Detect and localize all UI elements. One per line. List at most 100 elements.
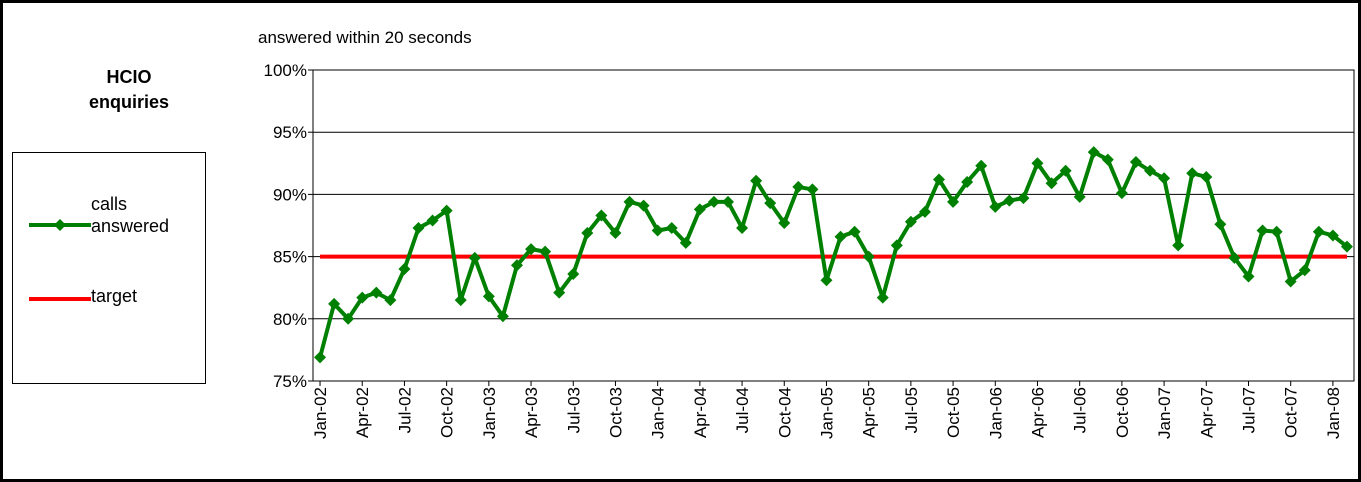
x-tick-label: Oct-06 bbox=[1113, 387, 1132, 438]
data-point bbox=[609, 226, 622, 239]
y-tick-label: 100% bbox=[264, 61, 307, 80]
data-point bbox=[468, 251, 481, 264]
data-point bbox=[1326, 229, 1339, 242]
data-point bbox=[918, 205, 931, 218]
x-tick-label: Oct-04 bbox=[775, 387, 794, 438]
data-point bbox=[933, 173, 946, 186]
data-point bbox=[1031, 157, 1044, 170]
data-point bbox=[750, 174, 763, 187]
x-tick-label: Jul-06 bbox=[1071, 387, 1090, 433]
data-point bbox=[1045, 177, 1058, 190]
data-point bbox=[328, 297, 341, 310]
y-tick-label: 75% bbox=[273, 372, 307, 391]
data-point bbox=[1129, 156, 1142, 169]
y-tick-label: 80% bbox=[273, 310, 307, 329]
y-tick-label: 95% bbox=[273, 123, 307, 142]
chart: answered within 20 seconds 75% 80% 85% 90% 9… bbox=[258, 28, 1355, 439]
data-point bbox=[890, 239, 903, 252]
data-point bbox=[539, 245, 552, 258]
data-point bbox=[342, 312, 355, 325]
legend: calls answered target bbox=[12, 152, 206, 384]
data-point bbox=[1256, 224, 1269, 237]
data-point bbox=[440, 204, 453, 217]
data-point bbox=[665, 221, 678, 234]
data-point bbox=[356, 291, 369, 304]
data-point bbox=[1200, 170, 1213, 183]
data-point bbox=[525, 243, 538, 256]
x-tick-label: Jan-07 bbox=[1155, 387, 1174, 439]
x-tick-label: Jul-04 bbox=[733, 387, 752, 433]
data-point bbox=[778, 217, 791, 230]
x-tick-label: Oct-07 bbox=[1282, 387, 1301, 438]
data-point bbox=[989, 200, 1002, 213]
data-point bbox=[482, 290, 495, 303]
data-point bbox=[764, 197, 777, 210]
x-tick-label: Apr-02 bbox=[353, 387, 372, 438]
data-point bbox=[806, 183, 819, 196]
legend-label: calls answered bbox=[91, 194, 170, 236]
data-point bbox=[961, 175, 974, 188]
data-point bbox=[1003, 194, 1016, 207]
legend-swatches bbox=[29, 219, 91, 301]
data-point bbox=[975, 159, 988, 172]
data-point bbox=[1073, 190, 1086, 203]
data-point bbox=[904, 215, 917, 228]
data-point bbox=[1242, 270, 1255, 283]
x-tick-label: Apr-07 bbox=[1197, 387, 1216, 438]
data-point bbox=[567, 268, 580, 281]
data-point bbox=[398, 263, 411, 276]
x-tick-label: Oct-02 bbox=[438, 387, 457, 438]
data-point bbox=[1214, 218, 1227, 231]
data-point bbox=[1059, 164, 1072, 177]
x-tick-label: Jan-02 bbox=[311, 387, 330, 439]
data-point bbox=[1228, 251, 1241, 264]
data-point bbox=[1144, 164, 1157, 177]
x-tick-label: Jul-03 bbox=[564, 387, 583, 433]
x-tick-label: Apr-04 bbox=[691, 387, 710, 438]
data-point bbox=[876, 291, 889, 304]
data-point bbox=[1284, 275, 1297, 288]
data-point bbox=[1186, 167, 1199, 180]
data-point bbox=[862, 250, 875, 263]
data-point bbox=[370, 286, 383, 299]
legend-marker bbox=[54, 219, 66, 231]
legend-label: target bbox=[91, 286, 138, 306]
data-point bbox=[384, 294, 397, 307]
data-point bbox=[1158, 172, 1171, 185]
x-tick-label: Apr-06 bbox=[1028, 387, 1047, 438]
data-point bbox=[454, 294, 467, 307]
data-point bbox=[1172, 239, 1185, 252]
x-tick-label: Jul-07 bbox=[1239, 387, 1258, 433]
y-tick-label: 85% bbox=[273, 248, 307, 267]
x-tick-label: Jul-02 bbox=[395, 387, 414, 433]
x-tick-label: Oct-03 bbox=[606, 387, 625, 438]
data-point bbox=[721, 195, 734, 208]
x-tick-label: Jan-03 bbox=[480, 387, 499, 439]
data-point bbox=[412, 221, 425, 234]
data-point bbox=[693, 203, 706, 216]
data-point bbox=[1312, 225, 1325, 238]
data-point bbox=[848, 225, 861, 238]
data-point bbox=[947, 195, 960, 208]
data-point bbox=[1270, 225, 1283, 238]
data-point bbox=[1115, 187, 1128, 200]
data-point bbox=[637, 199, 650, 212]
data-point bbox=[595, 209, 608, 222]
x-tick-label: Oct-05 bbox=[944, 387, 963, 438]
data-point bbox=[651, 224, 664, 237]
data-point bbox=[1101, 153, 1114, 166]
data-point bbox=[623, 195, 636, 208]
data-point bbox=[1017, 192, 1030, 205]
x-tick-label: Apr-05 bbox=[860, 387, 879, 438]
data-point bbox=[1087, 146, 1100, 159]
y-tick-label: 90% bbox=[273, 185, 307, 204]
data-point bbox=[426, 214, 439, 227]
data-point bbox=[314, 351, 327, 364]
data-point bbox=[553, 286, 566, 299]
data-point bbox=[679, 236, 692, 249]
data-point bbox=[581, 226, 594, 239]
data-point bbox=[820, 274, 833, 287]
plot-area bbox=[312, 69, 1355, 382]
x-tick-label: Jan-08 bbox=[1324, 387, 1343, 439]
